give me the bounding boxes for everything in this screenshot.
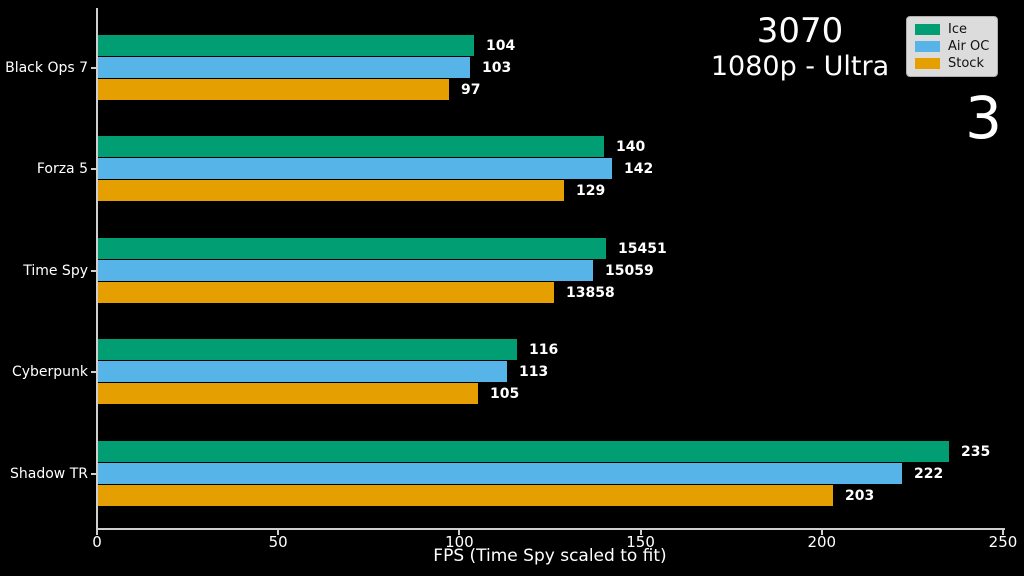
bar-value-ice-shadow-tr: 235 xyxy=(961,443,991,460)
bar-ice-time-spy xyxy=(98,237,606,259)
chart-subtitle: 1080p - Ultra xyxy=(710,51,890,82)
bar-value-air-oc-cyberpunk: 113 xyxy=(519,364,549,380)
x-tick-label: 250 xyxy=(988,533,1018,551)
legend-swatch-ice xyxy=(915,24,940,35)
bar-stock-forza-5 xyxy=(98,180,564,201)
x-tick-label: 50 xyxy=(268,533,288,551)
bar-air-oc-shadow-tr xyxy=(98,462,902,484)
bar-stock-cyberpunk xyxy=(98,383,478,404)
legend-swatch-stock xyxy=(915,58,940,69)
bar-stock-black-ops-7 xyxy=(98,78,449,100)
x-tick xyxy=(277,530,280,535)
bar-ice-black-ops-7 xyxy=(98,34,474,56)
legend-entry-air-oc: Air OC xyxy=(915,40,989,53)
x-tick-label: 200 xyxy=(807,533,837,551)
y-tick xyxy=(91,371,97,373)
y-tick xyxy=(91,472,97,475)
bar-ice-forza-5 xyxy=(98,136,604,157)
category-label-cyberpunk: Cyberpunk xyxy=(11,364,88,380)
legend-entry-stock: Stock xyxy=(915,57,989,70)
legend-label-stock: Stock xyxy=(948,56,984,71)
bar-value-stock-time-spy: 13858 xyxy=(566,284,615,301)
bar-value-air-oc-time-spy: 15059 xyxy=(605,262,654,279)
chart-title: 3070 xyxy=(756,11,844,51)
legend-swatch-air-oc xyxy=(915,41,940,52)
x-axis-spine xyxy=(96,528,1005,530)
bar-ice-cyberpunk xyxy=(98,339,517,360)
bar-air-oc-time-spy xyxy=(98,259,593,281)
x-tick-label: 150 xyxy=(626,533,655,551)
x-tick xyxy=(639,530,642,535)
bar-ice-shadow-tr xyxy=(98,440,949,462)
category-label-shadow-tr: Shadow TR xyxy=(10,465,88,482)
bar-value-ice-forza-5: 140 xyxy=(616,139,646,155)
y-tick xyxy=(91,269,97,272)
bar-value-air-oc-shadow-tr: 222 xyxy=(914,465,944,482)
legend-label-air-oc: Air OC xyxy=(948,39,990,54)
bar-value-ice-cyberpunk: 116 xyxy=(529,342,559,358)
category-label-black-ops-7: Black Ops 7 xyxy=(5,59,88,76)
bar-value-stock-black-ops-7: 97 xyxy=(461,81,481,98)
run-number: 3 xyxy=(965,84,1002,152)
x-tick-label: 0 xyxy=(92,533,102,551)
bar-value-air-oc-forza-5: 142 xyxy=(624,161,654,177)
bar-air-oc-forza-5 xyxy=(98,158,612,179)
bar-value-stock-cyberpunk: 105 xyxy=(490,386,520,402)
bar-stock-time-spy xyxy=(98,281,554,303)
bar-value-air-oc-black-ops-7: 103 xyxy=(482,59,512,76)
legend-label-ice: Ice xyxy=(948,22,967,37)
y-tick xyxy=(91,168,97,170)
legend-entry-ice: Ice xyxy=(915,23,989,36)
x-tick xyxy=(96,530,98,535)
x-tick xyxy=(458,530,461,535)
x-tick xyxy=(820,530,823,535)
category-label-time-spy: Time Spy xyxy=(23,262,88,279)
legend: Ice Air OC Stock xyxy=(906,16,998,77)
bar-air-oc-cyberpunk xyxy=(98,361,507,382)
bar-value-stock-forza-5: 129 xyxy=(576,183,606,199)
category-label-forza-5: Forza 5 xyxy=(36,161,88,177)
bar-value-stock-shadow-tr: 203 xyxy=(845,487,875,504)
y-tick xyxy=(91,66,97,69)
bar-value-ice-time-spy: 15451 xyxy=(618,240,667,257)
bar-air-oc-black-ops-7 xyxy=(98,56,470,78)
x-tick-label: 100 xyxy=(445,533,474,551)
x-axis-label: FPS (Time Spy scaled to fit) xyxy=(433,546,667,566)
x-tick xyxy=(1002,530,1004,535)
bar-value-ice-black-ops-7: 104 xyxy=(486,37,516,54)
bar-stock-shadow-tr xyxy=(98,484,833,506)
y-axis-spine xyxy=(96,8,98,530)
